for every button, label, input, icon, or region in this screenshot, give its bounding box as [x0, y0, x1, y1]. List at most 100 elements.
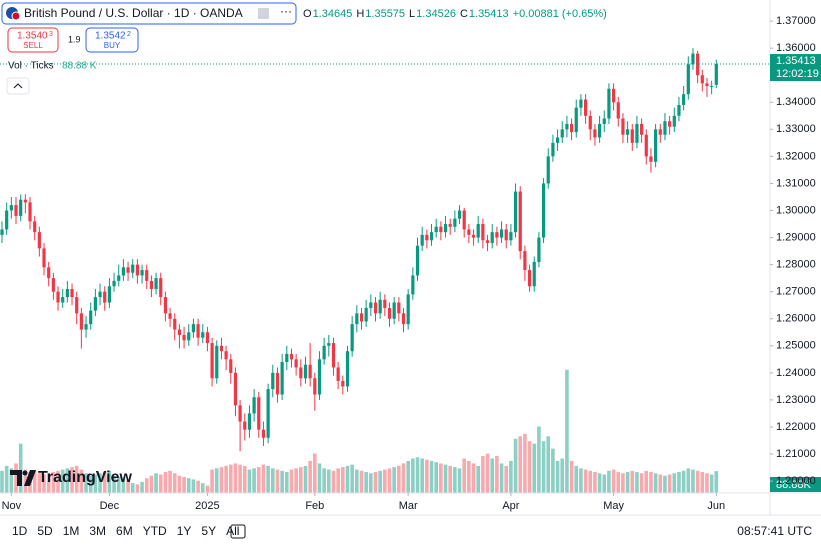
- sell-button[interactable]: [7, 27, 59, 53]
- candle-body: [205, 332, 210, 344]
- y-tick-label: 1.31000: [776, 177, 816, 189]
- candle-body: [569, 123, 574, 133]
- volume-bar: [84, 473, 88, 493]
- volume-bar: [378, 470, 382, 493]
- candle-body: [364, 307, 368, 322]
- candle-body: [303, 364, 308, 379]
- candle-body: [602, 118, 606, 124]
- volume-bar: [270, 468, 275, 493]
- buy-button[interactable]: [85, 27, 139, 53]
- volume-bar: [495, 456, 499, 493]
- candle-body: [355, 313, 359, 325]
- range-button[interactable]: 5Y: [201, 524, 216, 538]
- x-tick-label: Feb: [305, 500, 324, 512]
- candle-body: [350, 324, 354, 352]
- volume-bar: [266, 465, 270, 493]
- range-button[interactable]: 6M: [116, 524, 133, 538]
- candle-body: [523, 251, 527, 271]
- volume-bar: [32, 470, 37, 493]
- volume-bar: [37, 473, 42, 493]
- candle-body: [140, 270, 144, 276]
- volume-bar: [284, 472, 289, 493]
- x-tick-label: May: [603, 500, 624, 512]
- candle-body: [513, 191, 518, 233]
- candle-body: [696, 53, 700, 76]
- range-button[interactable]: 1M: [63, 524, 80, 538]
- volume-bar: [373, 472, 378, 493]
- candle-body: [476, 224, 480, 238]
- candle-body: [89, 310, 93, 325]
- range-button[interactable]: 1Y: [177, 524, 192, 538]
- volume-bar: [336, 468, 340, 493]
- volume-bar: [158, 474, 163, 493]
- more-icon[interactable]: ···: [280, 4, 292, 18]
- candle-body: [630, 129, 634, 143]
- candle-body: [224, 351, 228, 360]
- volume-bar: [345, 465, 350, 493]
- symbol-box[interactable]: [1, 2, 297, 25]
- candle-body: [677, 104, 681, 116]
- date-range-icon[interactable]: [230, 524, 246, 539]
- volume-bar: [355, 469, 359, 493]
- volume-bar: [415, 457, 420, 493]
- collapse-button[interactable]: [6, 77, 30, 95]
- range-button[interactable]: 5D: [37, 524, 53, 538]
- volume-bar: [457, 468, 462, 493]
- candle-body: [61, 297, 65, 303]
- candle-body: [359, 313, 364, 322]
- candle-body: [434, 226, 438, 233]
- volume-bar: [467, 460, 471, 493]
- range-button[interactable]: 3M: [89, 524, 106, 538]
- volume-bar: [551, 448, 555, 493]
- candle-body: [527, 270, 532, 287]
- volume-bar: [210, 469, 214, 493]
- candle-body: [504, 229, 508, 241]
- icon[interactable]: [258, 8, 269, 19]
- volume-bar: [261, 464, 266, 493]
- range-button[interactable]: 1D: [12, 524, 28, 538]
- volume-bar: [18, 443, 23, 493]
- range-button[interactable]: All: [226, 524, 239, 538]
- volume-legend-label: Vol · Ticks: [8, 61, 54, 72]
- volume-bar: [65, 468, 70, 493]
- candle-body: [313, 378, 317, 395]
- volume-bar: [597, 473, 602, 493]
- volume-bar: [383, 469, 387, 493]
- candle-body: [429, 232, 434, 241]
- volume-bar: [705, 473, 709, 493]
- candle-body: [345, 351, 350, 387]
- volume-bar: [537, 426, 541, 493]
- volume-bar: [574, 465, 579, 493]
- candle-body: [448, 224, 452, 227]
- volume-bar: [280, 470, 284, 493]
- y-tick-label: 1.24000: [776, 367, 816, 379]
- symbol-title: British Pound / U.S. Dollar · 1D · OANDA: [24, 6, 243, 20]
- sell-label: SELL: [23, 41, 43, 50]
- volume-bar: [233, 463, 238, 493]
- legend-key: C: [460, 8, 468, 20]
- candle-body: [593, 129, 597, 138]
- candle-body: [159, 278, 163, 298]
- volume-bar: [299, 467, 303, 493]
- legend-key: H: [356, 8, 364, 20]
- spread: 1.9: [68, 34, 81, 44]
- volume-bar: [98, 473, 102, 493]
- range-button[interactable]: YTD: [143, 524, 167, 538]
- y-tick-label: 1.23000: [776, 394, 816, 406]
- candle-body: [626, 129, 630, 135]
- buy-price-sup: 2: [127, 31, 131, 38]
- plot-area: [0, 48, 770, 493]
- volume-bar: [107, 470, 112, 493]
- volume-bar: [681, 470, 686, 493]
- legend-value: 1.34645: [313, 8, 353, 20]
- candle-body: [607, 88, 611, 119]
- candle-body: [682, 94, 686, 105]
- candle-body: [84, 324, 88, 330]
- candle-body: [233, 372, 238, 406]
- volume-bar: [635, 472, 639, 493]
- candle-body: [481, 224, 485, 241]
- candle-body: [327, 343, 331, 346]
- volume-bar: [425, 459, 429, 493]
- candle-body: [289, 353, 294, 360]
- candle-body: [70, 288, 74, 298]
